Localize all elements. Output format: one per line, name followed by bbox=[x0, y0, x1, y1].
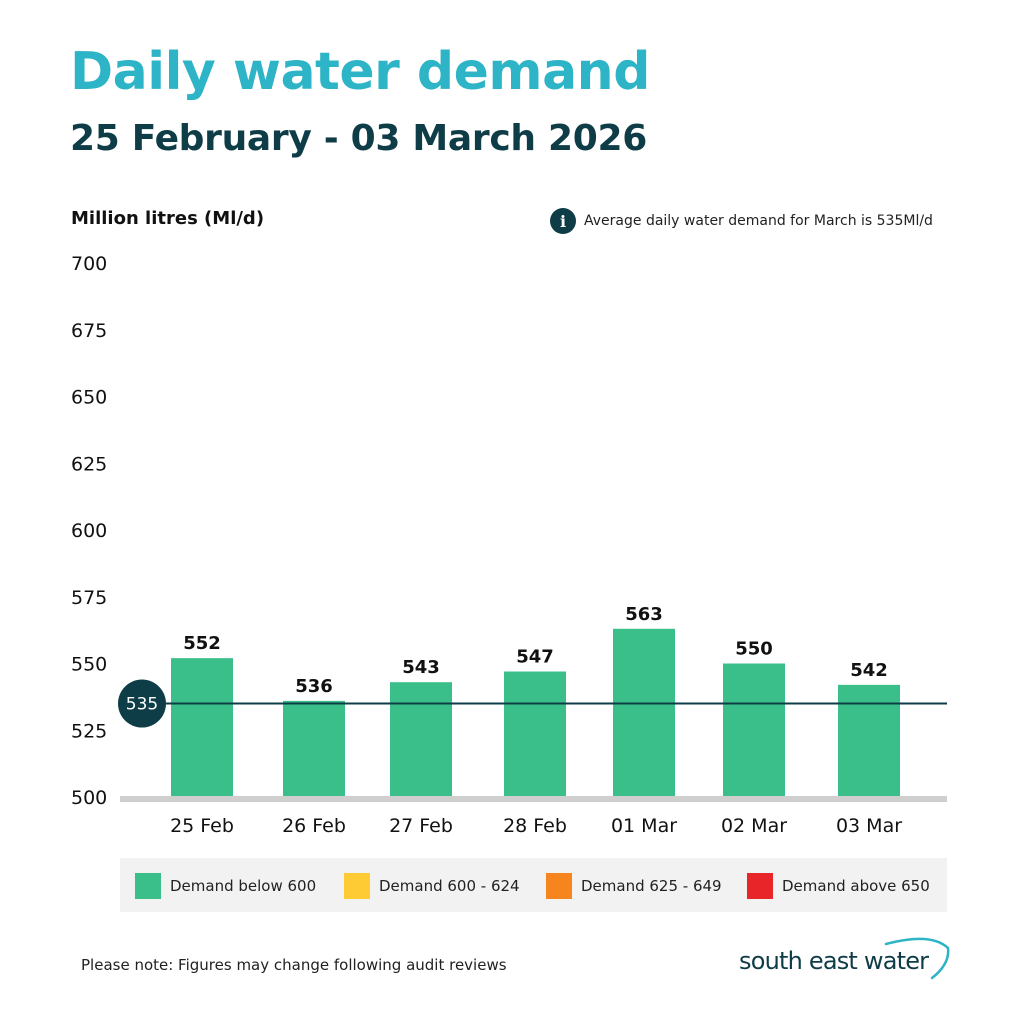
y-tick-label: 500 bbox=[71, 787, 107, 809]
average-reference-label: 535 bbox=[126, 695, 158, 715]
y-tick-label: 650 bbox=[71, 387, 107, 409]
bar bbox=[838, 684, 900, 797]
bar-value-label: 552 bbox=[183, 633, 221, 654]
bar bbox=[283, 700, 345, 797]
south-east-water-logo: south east water bbox=[736, 934, 952, 984]
y-tick-label: 525 bbox=[71, 720, 107, 742]
y-tick-label: 575 bbox=[71, 587, 107, 609]
y-tick-label: 600 bbox=[71, 520, 107, 542]
legend-swatch bbox=[344, 873, 370, 899]
y-tick-label: 550 bbox=[71, 654, 107, 676]
bar-value-label: 542 bbox=[850, 660, 888, 681]
average-demand-info: i Average daily water demand for March i… bbox=[550, 207, 933, 235]
bar bbox=[390, 682, 452, 797]
x-tick-label: 02 Mar bbox=[721, 815, 787, 837]
x-tick-label: 28 Feb bbox=[503, 815, 567, 837]
y-tick-label: 675 bbox=[71, 320, 107, 342]
bar bbox=[504, 671, 566, 797]
legend-label: Demand below 600 bbox=[170, 877, 317, 895]
average-reference-badge bbox=[118, 679, 166, 728]
legend-label: Demand 625 - 649 bbox=[581, 877, 722, 895]
legend: Demand below 600 Demand 600 - 624 Demand… bbox=[120, 858, 947, 912]
audit-note: Please note: Figures may change followin… bbox=[81, 956, 507, 974]
x-tick-label: 03 Mar bbox=[836, 815, 902, 837]
info-icon: i bbox=[550, 208, 576, 234]
logo-swoosh-icon bbox=[884, 937, 950, 980]
legend-item-600-624: Demand 600 - 624 bbox=[344, 873, 520, 899]
legend-label: Demand above 650 bbox=[782, 877, 930, 895]
legend-item-below-600: Demand below 600 bbox=[135, 873, 316, 899]
logo-text: south east water bbox=[739, 947, 929, 975]
x-tick-label: 01 Mar bbox=[611, 815, 677, 837]
y-tick-label: 700 bbox=[71, 253, 107, 275]
bar bbox=[171, 658, 233, 797]
bar-value-label: 550 bbox=[735, 639, 773, 660]
legend-label: Demand 600 - 624 bbox=[379, 877, 520, 895]
bar-value-label: 563 bbox=[625, 604, 663, 625]
legend-swatch bbox=[546, 873, 572, 899]
chart-subtitle: 25 February - 03 March 2026 bbox=[70, 118, 647, 159]
bar-value-label: 547 bbox=[516, 647, 554, 668]
legend-swatch bbox=[747, 873, 773, 899]
bar bbox=[723, 663, 785, 797]
average-demand-text: Average daily water demand for March is … bbox=[584, 213, 933, 229]
bar-value-label: 543 bbox=[402, 657, 440, 678]
y-axis-label: Million litres (Ml/d) bbox=[71, 208, 265, 229]
x-tick-label: 27 Feb bbox=[389, 815, 453, 837]
chart-title: Daily water demand bbox=[70, 42, 650, 102]
legend-item-625-649: Demand 625 - 649 bbox=[546, 873, 722, 899]
bar bbox=[613, 628, 675, 797]
x-tick-label: 25 Feb bbox=[170, 815, 234, 837]
x-axis-line bbox=[120, 796, 947, 802]
y-tick-label: 625 bbox=[71, 453, 107, 475]
legend-item-above-650: Demand above 650 bbox=[747, 873, 930, 899]
x-tick-label: 26 Feb bbox=[282, 815, 346, 837]
legend-swatch bbox=[135, 873, 161, 899]
bar-value-label: 536 bbox=[295, 676, 333, 697]
